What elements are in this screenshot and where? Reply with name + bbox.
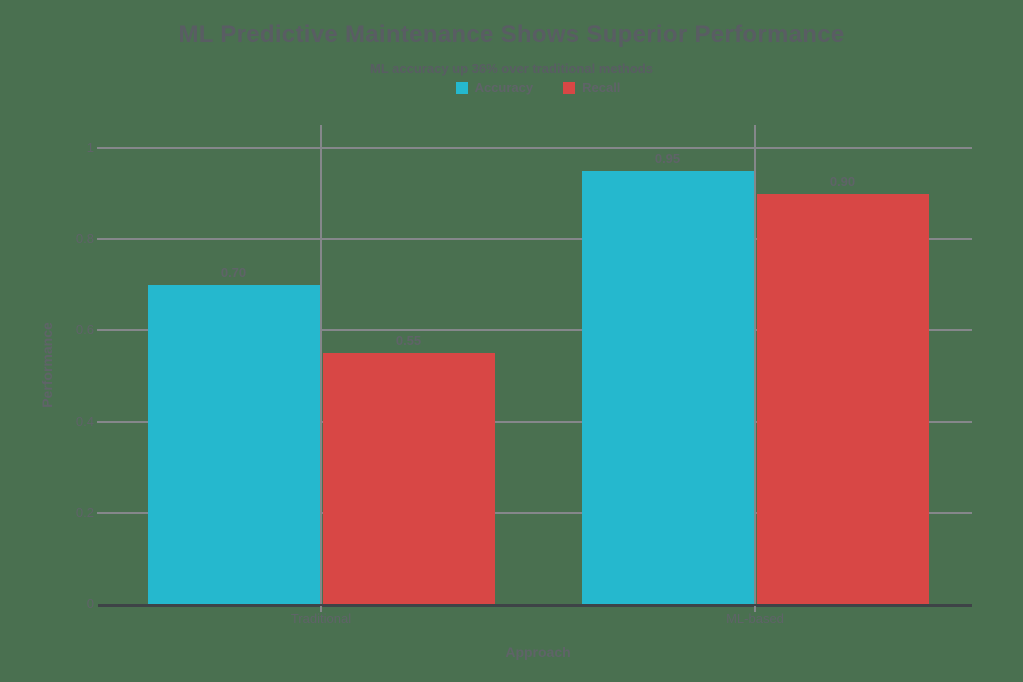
legend-swatch-accuracy xyxy=(455,81,468,94)
x-tick-label-ml-based: ML-based xyxy=(726,611,784,626)
x-axis-line xyxy=(98,604,972,607)
y-tick-label-0.4: 0.4 xyxy=(75,413,94,429)
legend: Accuracy Recall xyxy=(104,80,972,95)
bar-value-label-ml-based-accuracy: 0.95 xyxy=(654,150,681,166)
y-tick-label-0.2: 0.2 xyxy=(75,504,94,520)
gridline-x-traditional xyxy=(320,125,322,604)
y-tick-label-0: 0 xyxy=(86,596,94,611)
chart-subtitle: ML accuracy up 36% over traditional meth… xyxy=(370,61,653,76)
chart-title: ML Predictive Maintenance Shows Superior… xyxy=(178,21,845,48)
y-tick-mark-0.2 xyxy=(97,511,104,514)
legend-item-accuracy: Accuracy xyxy=(455,80,534,95)
bar-ml-based-recall xyxy=(756,193,929,604)
y-tick-mark-0.8 xyxy=(97,238,104,241)
y-tick-label-0.8: 0.8 xyxy=(75,231,94,247)
gridline-y-0.6 xyxy=(104,329,972,332)
x-tick-mark-ml-based xyxy=(754,606,756,612)
y-tick-label-1: 1 xyxy=(86,140,94,155)
x-tick-label-traditional: Traditional xyxy=(290,611,352,626)
y-tick-mark-1 xyxy=(97,147,104,149)
legend-item-recall: Recall xyxy=(563,80,620,95)
legend-swatch-recall xyxy=(563,81,576,94)
bar-value-label-traditional-accuracy: 0.70 xyxy=(220,264,247,280)
plot-area: 0.70 0.95 0.55 0.90 xyxy=(104,125,972,604)
y-tick-mark-0.6 xyxy=(97,329,104,332)
gridline-x-ml-based xyxy=(754,125,756,604)
bar-value-label-traditional-recall: 0.55 xyxy=(395,333,422,349)
y-tick-mark-0.4 xyxy=(97,420,104,423)
bar-value-label-ml-based-recall: 0.90 xyxy=(829,173,856,189)
legend-label-recall: Recall xyxy=(582,80,621,95)
gridline-y-0.8 xyxy=(104,238,972,241)
legend-label-accuracy: Accuracy xyxy=(474,80,534,95)
gridline-y-0.2 xyxy=(104,511,972,514)
bar-traditional-recall xyxy=(322,353,495,604)
bar-ml-based-accuracy xyxy=(581,170,754,604)
gridline-y-0.4 xyxy=(104,420,972,423)
x-axis-title: Approach xyxy=(505,644,571,660)
gridline-y-1 xyxy=(104,147,972,149)
x-tick-mark-traditional xyxy=(320,606,322,612)
y-tick-label-0.6: 0.6 xyxy=(75,322,94,338)
bar-traditional-accuracy xyxy=(147,284,320,604)
